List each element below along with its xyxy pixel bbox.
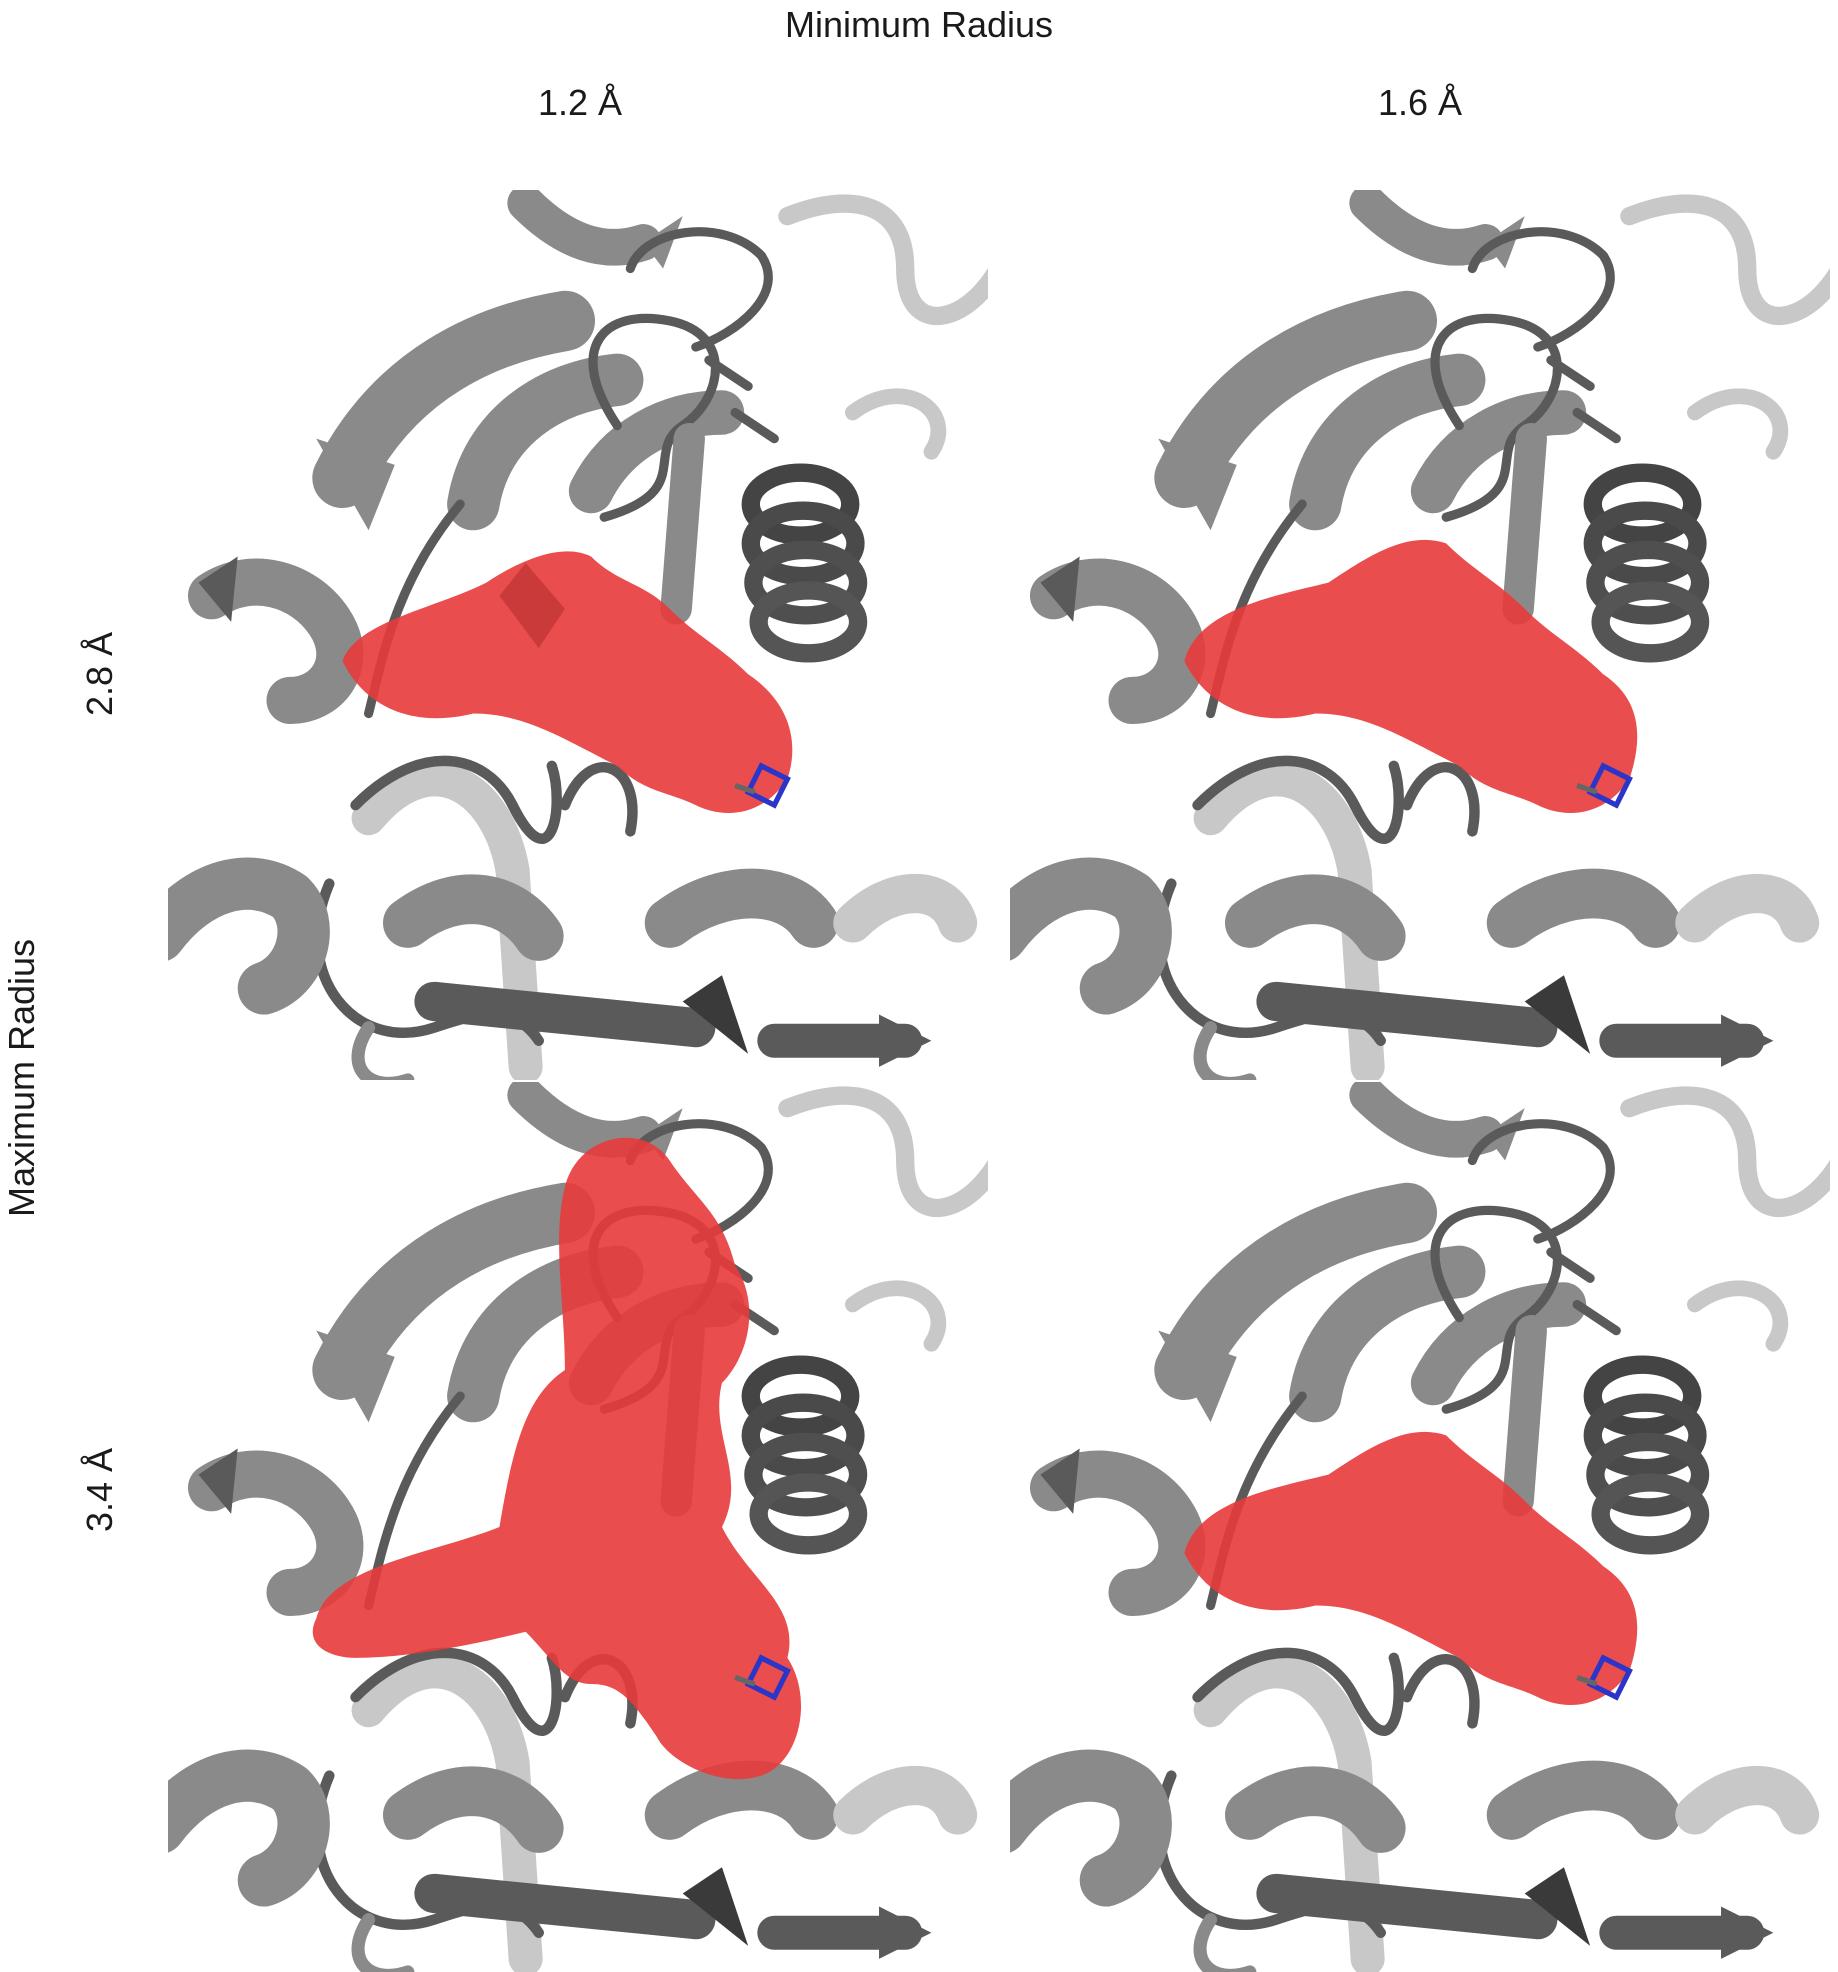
cavity-surface [1184, 539, 1638, 813]
panel-min-1.6-max-2.8 [1010, 190, 1830, 1080]
row-header-2: 3.4 Å [79, 1447, 120, 1533]
cavity-surface [342, 551, 793, 813]
ligand-stick [734, 762, 791, 809]
column-header-2: 1.6 Å [1377, 82, 1463, 123]
protein-cartoon [1010, 1082, 1830, 1972]
protein-cartoon [168, 190, 988, 1080]
protein-cartoon [1010, 190, 1830, 1080]
cavity-surface [312, 1137, 802, 1780]
protein-structure-render [1010, 190, 1830, 1080]
ligand-stick [1576, 1654, 1633, 1701]
row-header-1: 2.8 Å [79, 631, 120, 717]
protein-structure-render [1010, 1082, 1830, 1972]
cavity-surface [1184, 1431, 1638, 1705]
protein-structure-render [168, 190, 988, 1080]
column-header-1: 1.2 Å [537, 82, 623, 123]
protein-structure-render [168, 1082, 988, 1972]
row-axis-title: Maximum Radius [1, 938, 42, 1218]
panel-min-1.2-max-2.8 [168, 190, 988, 1080]
column-axis-title: Minimum Radius [784, 4, 1054, 45]
ligand-stick [1576, 762, 1633, 809]
panel-min-1.2-max-3.4 [168, 1082, 988, 1972]
ligand-stick [734, 1654, 791, 1701]
protein-cartoon [168, 1082, 988, 1972]
panel-min-1.6-max-3.4 [1010, 1082, 1830, 1972]
